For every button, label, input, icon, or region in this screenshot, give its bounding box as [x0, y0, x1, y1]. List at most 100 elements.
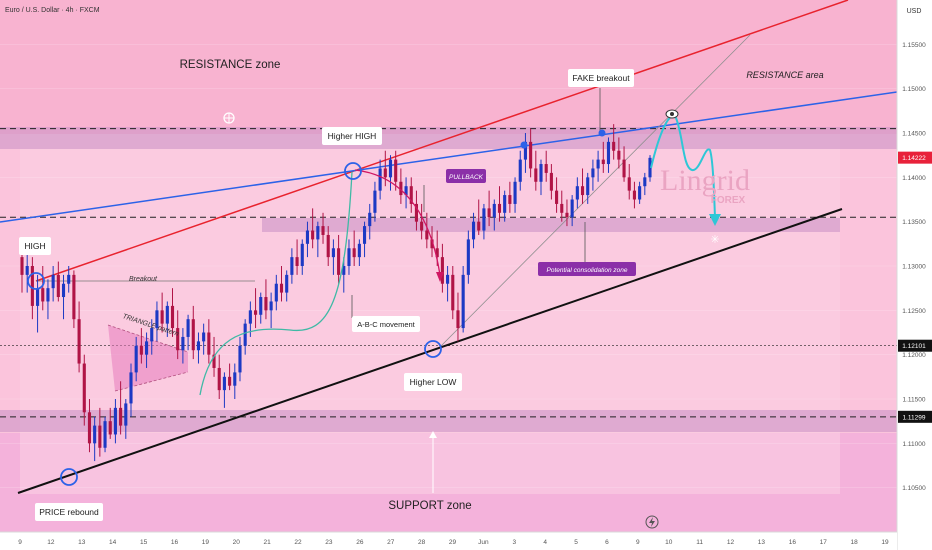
candle-11	[77, 301, 81, 373]
candle-body	[264, 297, 268, 311]
candle-body	[409, 186, 413, 204]
candle-body	[46, 288, 50, 302]
candle-body	[222, 376, 226, 391]
candle-body	[606, 141, 611, 165]
support-pointer-head	[429, 431, 437, 438]
pullback-arrowhead	[436, 272, 444, 282]
candle-body	[25, 266, 29, 275]
candle-71	[388, 155, 393, 191]
candle-body	[56, 274, 60, 298]
candle-77	[420, 203, 424, 240]
triangle-shape	[108, 325, 188, 391]
support-zone-label: SUPPORT zone	[388, 500, 471, 512]
candle-43	[243, 319, 247, 355]
blue-trendline[interactable]	[0, 91, 898, 223]
price-label-4: 1.14000	[902, 175, 926, 182]
candle-body	[134, 345, 138, 373]
time-label-5: 16	[171, 539, 179, 546]
high-pivot-marker[interactable]	[27, 272, 45, 290]
candle-58	[321, 212, 325, 244]
candle-body	[544, 164, 548, 173]
candle-body	[632, 190, 636, 200]
candle-body	[471, 221, 476, 240]
support-trendline[interactable]	[17, 208, 843, 494]
consolidation-band	[262, 218, 840, 232]
flash-icon[interactable]	[645, 515, 659, 529]
candle-55	[305, 221, 310, 258]
candle-body	[435, 248, 439, 258]
time-label-11: 26	[356, 539, 364, 546]
candle-body	[311, 230, 315, 240]
candle-107	[575, 177, 579, 209]
candle-50	[279, 266, 284, 302]
currency-label: USD	[907, 8, 922, 15]
candle-body	[165, 305, 169, 324]
svg-text:Potential consolidation zone: Potential consolidation zone	[547, 267, 628, 274]
time-label-14: 29	[449, 539, 457, 546]
rebound-pivot-marker[interactable]	[60, 468, 78, 486]
candle-118	[632, 181, 636, 209]
candle-114	[612, 124, 616, 160]
candle-body	[217, 367, 221, 391]
candle-body	[596, 159, 600, 169]
candle-body	[560, 203, 564, 213]
time-label-20: 9	[636, 539, 640, 546]
candle-102	[549, 164, 553, 200]
price-label-1: 1.15000	[902, 86, 926, 93]
higher-low-marker[interactable]	[424, 340, 442, 358]
candle-36	[207, 319, 211, 364]
high-callout: HIGH	[19, 237, 51, 255]
candle-body	[555, 190, 559, 204]
price-label-9: 1.12000	[902, 352, 926, 359]
price-label-12: 1.11000	[902, 441, 925, 448]
time-label-25: 16	[789, 539, 797, 546]
eye-icon	[665, 109, 679, 119]
candle-48	[269, 292, 273, 329]
candle-51	[285, 270, 289, 302]
candle-9	[67, 266, 71, 293]
candle-121	[648, 155, 652, 182]
crosshair-icon[interactable]	[223, 112, 235, 124]
higher-high-marker[interactable]	[344, 162, 362, 180]
candle-body	[170, 305, 175, 329]
candle-103	[555, 177, 559, 213]
candle-body	[139, 345, 143, 355]
level-badge-11	[898, 410, 932, 423]
candle-113	[606, 137, 611, 173]
triangle-lower-edge	[114, 371, 189, 392]
projection-path	[650, 115, 716, 219]
candle-body	[103, 421, 107, 448]
price-axis[interactable]	[897, 0, 932, 550]
resistance-trendline[interactable]	[35, 0, 849, 282]
candle-18	[113, 399, 117, 444]
candle-39	[222, 372, 226, 408]
candle-body	[186, 319, 190, 337]
time-axis[interactable]	[0, 532, 897, 550]
candle-body	[72, 274, 76, 320]
candle-16	[103, 416, 107, 453]
candle-104	[560, 190, 564, 222]
candle-body	[492, 203, 496, 218]
candle-85	[461, 266, 465, 333]
candle-body	[399, 181, 403, 196]
current-price-badge	[898, 151, 932, 164]
candle-101	[544, 150, 548, 182]
candle-body	[67, 274, 71, 284]
candle-body	[233, 372, 237, 386]
candle-119	[638, 181, 642, 204]
candle-body	[202, 332, 206, 342]
candle-body	[446, 274, 450, 284]
time-label-4: 15	[140, 539, 148, 546]
price-label-7: 1.12500	[902, 308, 926, 315]
candle-body	[373, 190, 377, 213]
candle-20	[124, 399, 128, 439]
candle-body	[508, 195, 512, 204]
candle-body	[243, 323, 247, 346]
candle-99	[534, 150, 538, 191]
candle-3	[36, 274, 40, 333]
candle-body	[124, 403, 128, 426]
candle-98	[529, 128, 533, 178]
candle-25	[150, 319, 154, 355]
candle-115	[617, 137, 621, 169]
